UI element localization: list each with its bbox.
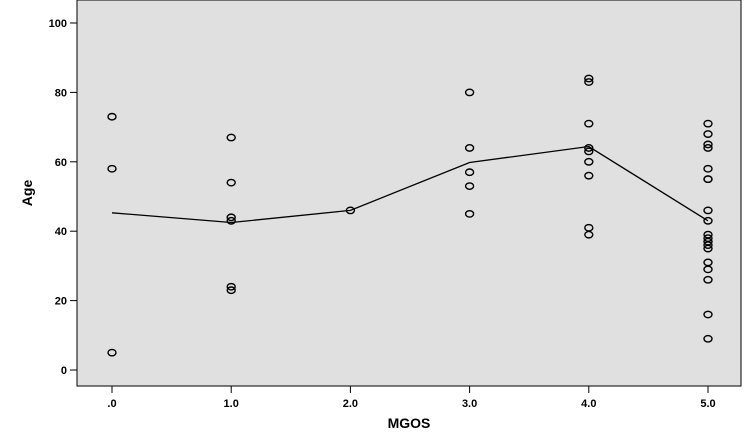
- x-tick-label: .0: [107, 398, 116, 410]
- plot-area: [77, 0, 741, 386]
- x-tick-label: 4.0: [581, 398, 596, 410]
- y-tick-label: 80: [55, 87, 67, 99]
- x-axis-title: MGOS: [388, 415, 431, 431]
- x-tick-label: 3.0: [462, 398, 477, 410]
- y-tick-label: 60: [55, 157, 67, 169]
- x-tick-label: 1.0: [224, 398, 239, 410]
- y-tick-label: 20: [55, 296, 67, 308]
- x-axis: .0 1.0 2.0 3.0 4.0 5.0: [107, 386, 715, 410]
- y-tick-label: 100: [49, 18, 67, 30]
- y-axis: 0 20 40 60 80 100: [49, 18, 77, 377]
- y-tick-label: 0: [61, 365, 67, 377]
- x-tick-label: 5.0: [700, 398, 715, 410]
- y-axis-title: Age: [19, 180, 35, 207]
- y-tick-label: 40: [55, 226, 67, 238]
- x-tick-label: 2.0: [343, 398, 358, 410]
